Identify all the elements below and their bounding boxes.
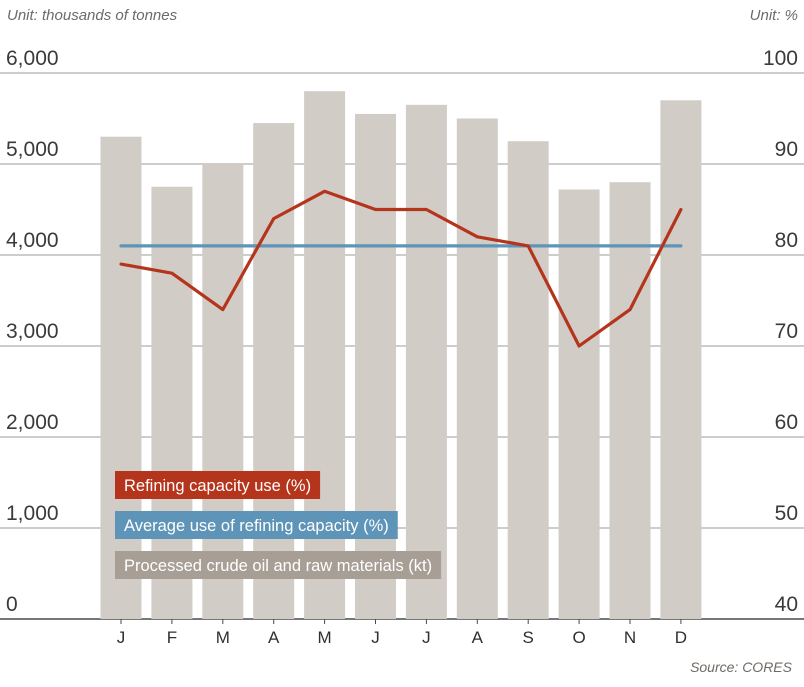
legend-processed-crude-label: Processed crude oil and raw materials (k… [124,557,432,575]
month-label: M [318,628,332,647]
month-label: J [371,628,380,647]
bars [100,91,702,620]
legend-average-capacity-box [115,511,398,539]
bar-3 [202,164,244,619]
bar-12 [660,100,702,620]
left-tick-label: 3,000 [6,320,59,343]
month-label: J [117,628,126,647]
month-label: A [268,628,280,647]
right-axis-ticks: 40 50 60 70 80 90 100 [763,47,798,616]
right-tick-label: 70 [775,320,798,343]
source-label: Source: CORES [690,659,793,675]
left-tick-label: 0 [6,593,18,616]
legend-refining-capacity-box [115,471,321,499]
left-unit-label: Unit: thousands of tonnes [7,7,178,24]
bar-7 [405,104,447,620]
month-label: F [167,628,177,647]
right-tick-label: 100 [763,47,798,70]
bar-9 [507,141,549,619]
lines [119,189,683,348]
right-unit-label: Unit: % [750,7,798,24]
bar-6 [355,113,396,619]
bar-2 [151,186,193,619]
left-axis-ticks: 0 1,000 2,000 3,000 4,000 5,000 6,000 [6,47,59,616]
month-label: N [624,628,636,647]
left-tick-label: 5,000 [6,138,59,161]
left-tick-label: 6,000 [6,47,59,70]
right-tick-label: 40 [775,593,798,616]
legend-average-capacity: Average use of refining capacity (%) [115,511,398,539]
bar-4 [253,123,295,620]
left-tick-label: 2,000 [6,411,59,434]
bar-5 [304,91,346,619]
legend-processed-crude-box [115,551,442,579]
bar-8 [456,118,498,619]
bar-11 [609,182,651,619]
right-tick-label: 80 [775,229,798,252]
legend-average-capacity-label: Average use of refining capacity (%) [124,517,389,535]
right-tick-label: 60 [775,411,798,434]
legend-refining-capacity-label: Refining capacity use (%) [124,477,311,495]
right-tick-label: 90 [775,138,798,161]
month-label: M [216,628,230,647]
bar-1 [100,136,142,619]
legend-processed-crude: Processed crude oil and raw materials (k… [115,551,442,579]
legend: Refining capacity use (%) Average use of … [115,471,442,579]
month-label: D [675,628,687,647]
left-tick-label: 4,000 [6,229,59,252]
month-label: S [523,628,534,647]
left-tick-label: 1,000 [6,502,59,525]
month-label: A [472,628,484,647]
legend-refining-capacity: Refining capacity use (%) [115,471,321,499]
refining-capacity-line [119,189,683,348]
bar-10 [558,189,600,620]
month-label: O [572,628,585,647]
right-tick-label: 50 [775,502,798,525]
month-label: J [422,628,431,647]
